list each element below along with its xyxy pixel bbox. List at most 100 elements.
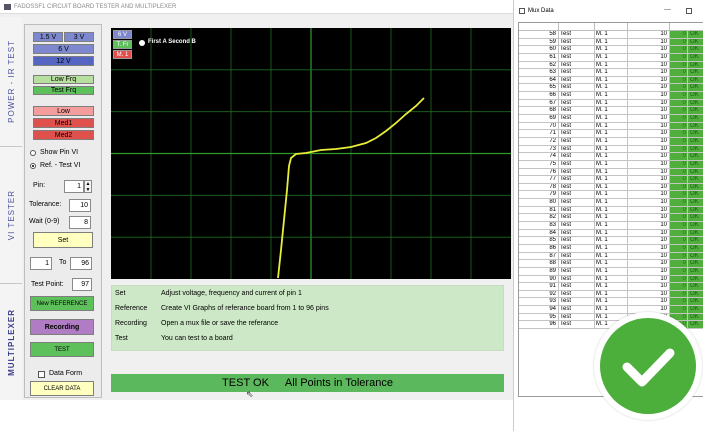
tab-power-ir-test[interactable]: POWER - IR TEST (0, 17, 22, 147)
pin-stepper[interactable]: ▲ ▼ (84, 180, 92, 193)
table-row[interactable]: 58 Test M. 1 10 0 OK (519, 31, 703, 39)
mode-cell: Test (559, 31, 595, 39)
maximize-button[interactable] (686, 8, 692, 14)
table-row[interactable]: 79 Test M. 1 10 0 OK (519, 191, 703, 200)
table-row[interactable]: 72 Test M. 1 10 0 OK (519, 137, 703, 146)
table-row[interactable]: 64 Test M. 1 10 0 OK (519, 76, 703, 85)
deviation-cell: 0 (670, 298, 688, 307)
table-row[interactable]: 66 Test M. 1 10 0 OK (519, 92, 703, 100)
recording-button[interactable]: Recording (30, 319, 94, 335)
table-row[interactable]: 69 Test M. 1 10 0 OK (519, 115, 703, 123)
table-row[interactable]: 76 Test M. 1 10 0 OK (519, 168, 703, 177)
current-low-button[interactable]: Low (33, 106, 94, 116)
table-row[interactable]: 71 Test M. 1 10 0 OK (519, 130, 703, 138)
mode-cell: Test (559, 283, 595, 291)
mode-cell: Test (559, 38, 595, 47)
clear-data-button[interactable]: CLEAR DATA (30, 381, 94, 396)
test-point-input[interactable]: 97 (72, 278, 92, 291)
tolerance-cell: 10 (628, 275, 670, 284)
result-cell: OK (688, 137, 703, 146)
table-row[interactable]: 78 Test M. 1 10 0 OK (519, 183, 703, 192)
pin-input[interactable]: 1 (64, 180, 84, 193)
table-row[interactable]: 93 Test M. 1 10 0 OK (519, 298, 703, 307)
result-cell: OK (688, 84, 703, 93)
tolerance-label: Tolerance: (29, 201, 62, 208)
table-row[interactable]: 73 Test M. 1 10 0 OK (519, 145, 703, 154)
mode-cell: Test (559, 306, 595, 314)
test-frequency-button[interactable]: Test Frq (33, 86, 94, 95)
minimize-button[interactable]: — (664, 6, 671, 13)
range-to-input[interactable]: 96 (70, 257, 92, 270)
status-result: TEST OK (222, 377, 269, 389)
table-row[interactable]: 87 Test M. 1 10 0 OK (519, 252, 703, 261)
current-med1-button[interactable]: Med1 (33, 118, 94, 128)
row-number-cell: 69 (519, 115, 559, 123)
row-number-cell: 67 (519, 99, 559, 108)
voltage-1-5v-button[interactable]: 1.5 V (33, 32, 63, 42)
table-row[interactable]: 70 Test M. 1 10 0 OK (519, 122, 703, 131)
mode-cell: Test (559, 199, 595, 207)
current-cell: M. 1 (595, 115, 628, 123)
table-row[interactable]: 74 Test M. 1 10 0 OK (519, 153, 703, 161)
table-row[interactable]: 80 Test M. 1 10 0 OK (519, 199, 703, 207)
mode-cell: Test (559, 313, 595, 322)
table-row[interactable]: 94 Test M. 1 10 0 OK (519, 306, 703, 314)
table-row[interactable]: 86 Test M. 1 10 0 OK (519, 244, 703, 253)
table-row[interactable]: 92 Test M. 1 10 0 OK (519, 290, 703, 299)
tolerance-input[interactable]: 10 (69, 199, 91, 212)
current-med2-button[interactable]: Med2 (33, 130, 94, 140)
set-button[interactable]: Set (33, 232, 93, 248)
help-row-key: Recording (115, 320, 147, 327)
table-row[interactable]: 62 Test M. 1 10 0 OK (519, 61, 703, 70)
low-frequency-button[interactable]: Low Frq (33, 75, 94, 84)
deviation-cell: 0 (670, 168, 688, 177)
table-row[interactable]: 81 Test M. 1 10 0 OK (519, 206, 703, 215)
row-number-cell: 65 (519, 84, 559, 93)
table-row[interactable]: 75 Test M. 1 10 0 OK (519, 160, 703, 169)
result-cell: OK (688, 76, 703, 85)
wait-input[interactable]: 8 (69, 216, 91, 229)
table-row[interactable]: 83 Test M. 1 10 0 OK (519, 222, 703, 230)
deviation-cell: 0 (670, 145, 688, 154)
voltage-6v-button[interactable]: 6 V (33, 44, 94, 54)
result-cell: OK (688, 244, 703, 253)
table-row[interactable]: 82 Test M. 1 10 0 OK (519, 214, 703, 223)
vi-graph: 6 V T. Fr M. 1 First A Second B (111, 28, 511, 279)
test-button[interactable]: TEST (30, 342, 94, 357)
table-row[interactable]: 88 Test M. 1 10 0 OK (519, 260, 703, 268)
table-row[interactable]: 65 Test M. 1 10 0 OK (519, 84, 703, 93)
new-reference-button[interactable]: New REFERENCE (30, 296, 94, 311)
table-row[interactable]: 91 Test M. 1 10 0 OK (519, 283, 703, 291)
mode-cell: Test (559, 115, 595, 123)
result-cell: OK (688, 206, 703, 215)
table-row[interactable]: 77 Test M. 1 10 0 OK (519, 176, 703, 184)
tab-vi-tester[interactable]: VI TESTER (0, 148, 22, 284)
table-row[interactable]: 60 Test M. 1 10 0 OK (519, 46, 703, 54)
show-pin-vi-radio[interactable] (30, 150, 36, 156)
result-cell: OK (688, 183, 703, 192)
data-form-checkbox[interactable] (38, 371, 45, 378)
table-row[interactable]: 85 Test M. 1 10 0 OK (519, 237, 703, 245)
tab-multiplexer[interactable]: MULTIPLEXER (0, 285, 22, 400)
table-row[interactable]: 84 Test M. 1 10 0 OK (519, 229, 703, 238)
table-row[interactable]: 89 Test M. 1 10 0 OK (519, 267, 703, 276)
ref-test-vi-radio[interactable] (30, 163, 36, 169)
range-from-input[interactable]: 1 (30, 257, 52, 270)
row-number-cell: 88 (519, 260, 559, 268)
table-row[interactable]: 67 Test M. 1 10 0 OK (519, 99, 703, 108)
current-cell: M. 1 (595, 176, 628, 184)
table-row[interactable]: 59 Test M. 1 10 0 OK (519, 38, 703, 47)
row-number-cell: 79 (519, 191, 559, 200)
voltage-12v-button[interactable]: 12 V (33, 56, 94, 66)
voltage-3v-button[interactable]: 3 V (64, 32, 94, 42)
current-cell: M. 1 (595, 84, 628, 93)
result-cell: OK (688, 38, 703, 47)
table-row[interactable]: 90 Test M. 1 10 0 OK (519, 275, 703, 284)
mode-cell: Test (559, 168, 595, 177)
result-cell: OK (688, 267, 703, 276)
table-row[interactable]: 68 Test M. 1 10 0 OK (519, 107, 703, 116)
table-row[interactable]: 61 Test M. 1 10 0 OK (519, 53, 703, 62)
table-row[interactable]: 63 Test M. 1 10 0 OK (519, 69, 703, 77)
result-cell: OK (688, 46, 703, 54)
row-number-cell: 90 (519, 275, 559, 284)
